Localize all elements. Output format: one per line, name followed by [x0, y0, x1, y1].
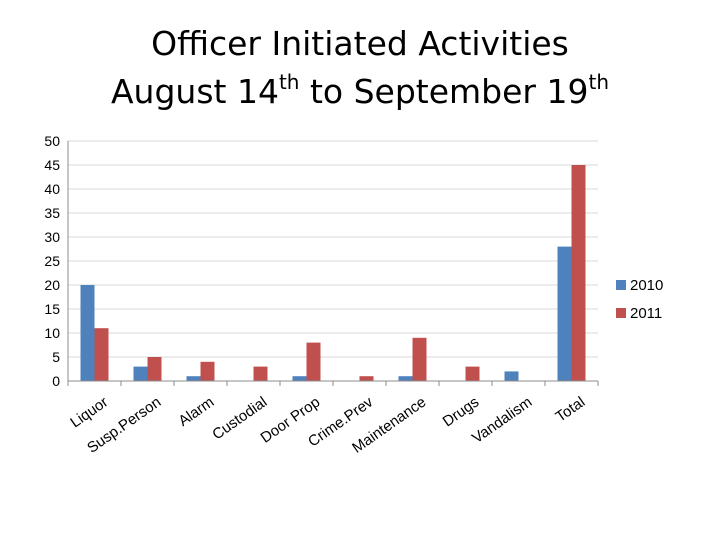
category-label-alarm: Alarm	[175, 394, 217, 430]
legend: 2010 2011	[616, 277, 663, 322]
y-tick-label-5: 5	[52, 349, 60, 365]
title-line-2-mid: to September 19	[299, 72, 589, 111]
category-label-vandalism: Vandalism	[469, 394, 535, 447]
y-tick-label-45: 45	[44, 157, 60, 173]
bars	[80, 165, 586, 381]
gridlines	[68, 140, 598, 358]
bar-2010-total	[557, 246, 572, 381]
bar-2011-maintenance	[412, 337, 427, 381]
y-tick-label-10: 10	[44, 325, 60, 341]
slide-title: Officer Initiated Activities August 14th…	[0, 20, 720, 116]
bar-2011-custodial	[253, 366, 268, 381]
category-label-liquor: Liquor	[67, 394, 111, 432]
y-tick-label-20: 20	[44, 277, 60, 293]
y-tick-labels: 0 5 10 15 20 25 30 35 40 45 50	[44, 133, 60, 389]
title-line-1: Officer Initiated Activities	[151, 24, 569, 63]
y-tick-label-0: 0	[52, 373, 60, 389]
y-tick-label-30: 30	[44, 229, 60, 245]
title-sup-2: th	[588, 70, 610, 94]
category-label-drugs: Drugs	[440, 394, 483, 431]
bar-2011-total	[571, 165, 586, 381]
category-label-total: Total	[553, 394, 589, 426]
legend-label-2011: 2011	[630, 305, 662, 322]
bar-2010-door-prop	[292, 376, 307, 381]
y-tick-label-50: 50	[44, 133, 60, 149]
legend-swatch-2011	[616, 308, 626, 318]
bar-2010-vandalism	[504, 371, 519, 381]
bar-2011-drugs	[465, 366, 480, 381]
legend-swatch-2010	[616, 280, 626, 290]
bar-2011-liquor	[94, 328, 109, 381]
y-tick-label-25: 25	[44, 253, 60, 269]
bar-2011-susp-person	[147, 357, 162, 381]
legend-label-2010: 2010	[630, 277, 663, 294]
y-tick-label-40: 40	[44, 181, 60, 197]
y-tick-label-15: 15	[44, 301, 60, 317]
title-sup-1: th	[278, 70, 300, 94]
bar-2010-susp-person	[133, 366, 148, 381]
bar-2011-door-prop	[306, 342, 321, 381]
bar-2011-crime-prev	[359, 376, 374, 381]
axes	[67, 141, 599, 386]
bar-2010-maintenance	[398, 376, 413, 381]
bar-2010-alarm	[186, 376, 201, 381]
title-line-2: August 14th to September 19th	[0, 68, 720, 116]
bar-2010-liquor	[80, 285, 95, 381]
title-line-2-prefix: August 14	[110, 72, 279, 111]
bar-2011-alarm	[200, 361, 215, 381]
y-tick-label-35: 35	[44, 205, 60, 221]
